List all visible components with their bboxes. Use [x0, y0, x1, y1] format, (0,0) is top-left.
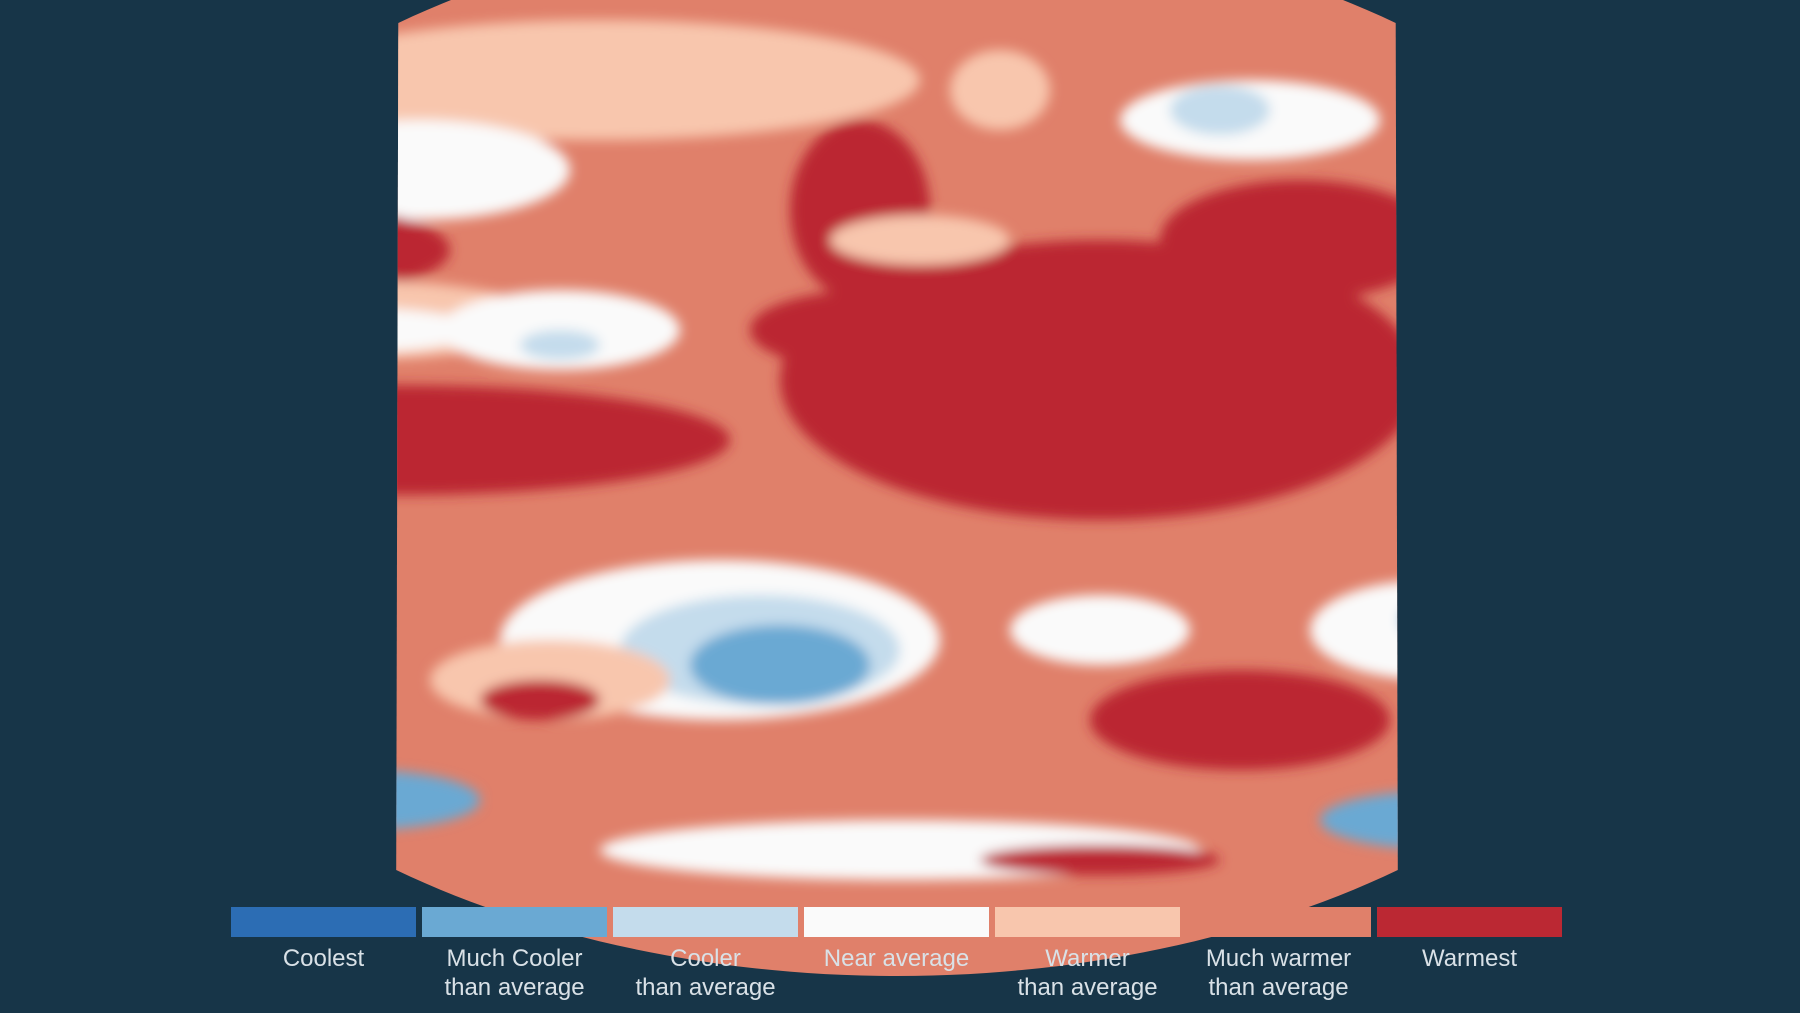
legend-label: Warmer than average	[1017, 945, 1158, 1001]
legend-swatch	[613, 907, 798, 937]
legend-label: Cooler than average	[635, 945, 776, 1001]
legend-swatch	[422, 907, 607, 937]
legend-label: Much warmer than average	[1205, 945, 1352, 1001]
legend-label: Near average	[823, 945, 970, 972]
legend-swatch	[1186, 907, 1371, 937]
legend-swatch	[804, 907, 989, 937]
legend-label: Warmest	[1421, 945, 1518, 972]
legend-label: Much Cooler than average	[444, 945, 585, 1001]
legend-label: Coolest	[282, 945, 365, 972]
legend-swatch	[995, 907, 1180, 937]
legend-swatch	[231, 907, 416, 937]
legend-swatch	[1377, 907, 1562, 937]
